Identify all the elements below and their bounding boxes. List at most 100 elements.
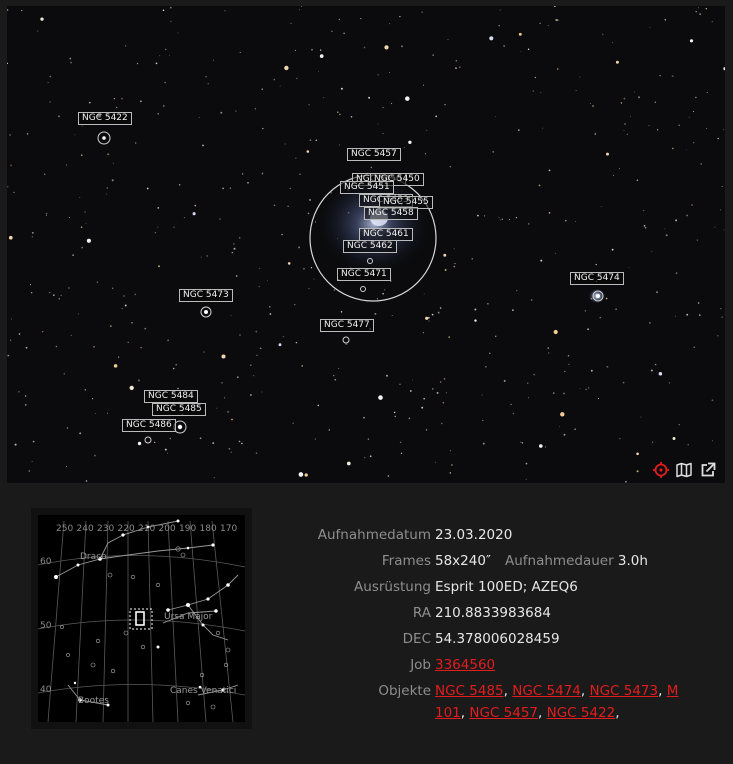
ngc5473-marker: [200, 306, 212, 318]
star: [230, 451, 232, 453]
astro-photo[interactable]: NGC 5422 NGC 5457 NGC 5450 NGC 5450 NGC …: [7, 6, 725, 483]
star: [699, 13, 701, 15]
star: [554, 6, 556, 7]
star: [501, 218, 504, 221]
star: [721, 185, 723, 187]
star: [503, 379, 506, 382]
star: [654, 101, 656, 103]
label-ngc5451[interactable]: NGC 5451: [340, 181, 394, 194]
object-link[interactable]: NGC 5422: [546, 705, 616, 721]
star: [253, 375, 255, 377]
star: [28, 470, 31, 472]
star: [560, 412, 565, 417]
star: [440, 422, 443, 425]
label-ngc5473[interactable]: NGC 5473: [179, 289, 233, 302]
star: [387, 475, 390, 477]
object-link[interactable]: NGC 5473: [589, 683, 659, 699]
star: [235, 110, 237, 112]
star: [556, 68, 559, 70]
star: [338, 368, 340, 369]
star: [555, 19, 558, 21]
star: [548, 169, 551, 172]
star: [107, 153, 110, 156]
label-ngc5422[interactable]: NGC 5422: [78, 112, 132, 125]
crosshair-icon[interactable]: [653, 462, 669, 478]
star: [146, 187, 149, 190]
star: [435, 115, 438, 118]
job-link[interactable]: 3364560: [435, 657, 496, 673]
star: [154, 441, 156, 444]
star: [338, 18, 341, 21]
label-ngc5471[interactable]: NGC 5471: [337, 268, 391, 281]
star: [47, 82, 49, 84]
star: [7, 62, 8, 65]
star: [219, 218, 221, 220]
star: [648, 125, 650, 127]
star: [157, 226, 159, 228]
star: [434, 461, 436, 463]
star: [481, 394, 483, 396]
star: [649, 322, 651, 324]
label-ngc5474[interactable]: NGC 5474: [570, 272, 624, 285]
label-ngc5458[interactable]: NGC 5458: [364, 207, 418, 220]
star: [590, 369, 593, 372]
label-ngc5477[interactable]: NGC 5477: [320, 319, 374, 332]
star: [459, 66, 461, 68]
star: [107, 412, 108, 414]
star: [568, 363, 570, 365]
star: [611, 42, 614, 44]
label-ngc5485[interactable]: NGC 5485: [152, 403, 206, 416]
ra-label: 200: [159, 524, 176, 534]
star: [623, 130, 625, 132]
star: [723, 229, 725, 231]
star: [278, 343, 282, 347]
star: [487, 302, 489, 305]
star: [307, 212, 310, 215]
star: [527, 223, 530, 225]
star: [367, 438, 370, 440]
star: [693, 346, 696, 349]
star: [220, 111, 223, 114]
object-link[interactable]: NGC 5457: [469, 705, 539, 721]
star: [675, 272, 678, 274]
star: [658, 372, 663, 376]
star: [74, 134, 76, 136]
map-icon[interactable]: [676, 462, 692, 478]
label-ngc5486[interactable]: NGC 5486: [122, 419, 176, 432]
object-link[interactable]: NGC 5474: [512, 683, 581, 699]
star: [164, 448, 167, 451]
star: [378, 395, 383, 400]
object-link[interactable]: M 101: [435, 683, 679, 721]
star: [527, 397, 529, 399]
label-ngc5457[interactable]: NGC 5457: [347, 148, 401, 161]
star: [65, 465, 67, 467]
star: [301, 365, 304, 367]
star: [695, 10, 697, 13]
object-link[interactable]: NGC 5485: [435, 683, 504, 699]
star: [24, 395, 27, 397]
star: [532, 90, 534, 92]
star: [552, 392, 555, 394]
external-link-icon[interactable]: [700, 462, 716, 478]
row-objekte: Objekte NGC 5485, NGC 5474, NGC 5473, M …: [268, 678, 708, 730]
star: [665, 234, 668, 237]
star: [584, 310, 586, 312]
star: [706, 127, 708, 130]
star: [622, 381, 625, 384]
star: [10, 339, 12, 341]
star: [112, 162, 114, 164]
label-ngc5462[interactable]: NGC 5462: [343, 240, 397, 253]
star: [60, 294, 62, 297]
star: [127, 341, 129, 344]
star: [337, 111, 339, 113]
star: [340, 87, 343, 90]
label-ngc5484[interactable]: NGC 5484: [144, 390, 198, 403]
sky-chart[interactable]: 250 240 230 220 210 200 190 180 170 60 50 40 Draco…: [31, 508, 252, 729]
star: [233, 243, 235, 245]
star: [18, 333, 21, 335]
star: [689, 39, 694, 43]
star: [439, 307, 442, 309]
star: [273, 78, 276, 81]
value-dec: 54.378006028459: [435, 631, 560, 647]
star: [443, 253, 447, 257]
